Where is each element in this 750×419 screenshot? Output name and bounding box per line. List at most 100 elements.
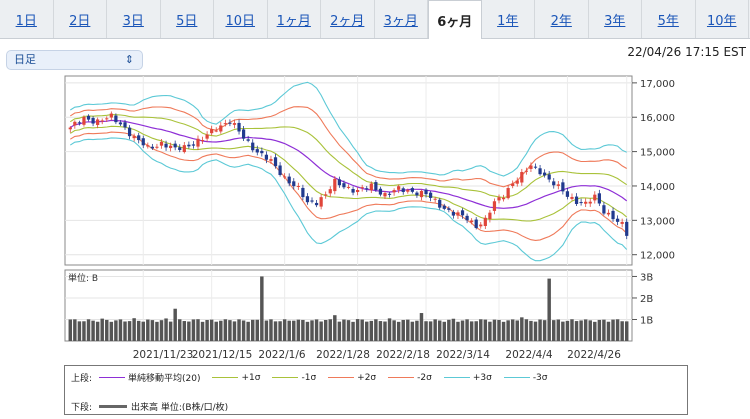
volume-bar [141, 321, 145, 341]
volume-bar [561, 321, 565, 341]
volume-bar [406, 319, 410, 341]
candle-body [406, 190, 410, 192]
candle-body [401, 188, 405, 192]
legend-item-5: +3σ [443, 371, 492, 384]
x-tick-label: 2022/2/18 [376, 349, 430, 361]
volume-bar [123, 321, 127, 341]
candle-body [565, 191, 570, 197]
tab-5[interactable]: 1ヶ月 [268, 0, 321, 38]
tab-10[interactable]: 2年 [535, 0, 589, 38]
legend-lower-label: 下段: [71, 403, 93, 413]
volume-bar [187, 321, 191, 341]
candle-body [264, 154, 269, 160]
tab-12[interactable]: 5年 [642, 0, 696, 38]
volume-bar [355, 319, 360, 341]
candle-body [470, 220, 474, 223]
volume-bar [241, 320, 246, 341]
volume-bar [82, 321, 86, 341]
volume-bar [77, 321, 82, 341]
volume-bar [533, 321, 538, 341]
candle-body [524, 170, 528, 172]
candle-body [593, 194, 597, 201]
tab-2[interactable]: 3日 [107, 0, 161, 38]
volume-bar [410, 321, 415, 341]
tab-8[interactable]: 6ヶ月 [428, 0, 482, 39]
legend-item-6: -3σ [503, 371, 548, 384]
candle-body [337, 179, 341, 186]
volume-bar [387, 318, 392, 341]
volume-bar [620, 321, 624, 341]
candle-body [182, 145, 186, 153]
tab-9[interactable]: 1年 [482, 0, 535, 38]
candle-body [319, 197, 323, 207]
tab-6[interactable]: 2ヶ月 [321, 0, 375, 38]
candle-body [501, 197, 506, 200]
legend-swatch-3 [328, 377, 355, 378]
tab-3[interactable]: 5日 [161, 0, 214, 38]
volume-bar [506, 320, 510, 341]
volume-bar [232, 321, 237, 341]
price-tick-label: 15,000 [640, 148, 675, 159]
volume-bar [479, 319, 483, 341]
volume-bar [365, 321, 369, 341]
candle-body [511, 183, 515, 186]
volume-bar [369, 320, 374, 341]
volume-bar [182, 321, 187, 341]
volume-bar [624, 321, 629, 341]
tab-0[interactable]: 1日 [0, 0, 54, 38]
candle-body [127, 127, 132, 137]
candle-body [602, 205, 606, 214]
candle-body [287, 176, 291, 184]
interval-select[interactable]: 日足 ⇕ [6, 50, 143, 70]
tab-7[interactable]: 3ヶ月 [375, 0, 428, 38]
candle-body [465, 215, 469, 221]
band-plus2-sigma [70, 106, 627, 188]
volume-bar [73, 319, 77, 341]
volume-bar [447, 319, 451, 341]
volume-bar [68, 319, 73, 341]
tab-1[interactable]: 2日 [54, 0, 107, 38]
volume-bar [378, 321, 383, 341]
price-tick-label: 14,000 [640, 182, 675, 193]
candle-body [342, 183, 346, 188]
volume-bar [164, 318, 168, 341]
candle-body [314, 202, 319, 206]
legend-swatch-1 [212, 377, 239, 378]
candle-body [615, 218, 620, 222]
legend-box: 上段: 単純移動平均(20) +1σ -1σ +2σ -2σ +3σ -3σ 下段: 出来高… [64, 365, 688, 415]
legend-label-6: -3σ [532, 372, 548, 383]
candle-body [533, 166, 538, 168]
volume-bar [214, 321, 218, 341]
candle-body [365, 188, 369, 190]
candle-body [251, 142, 255, 151]
candle-body [397, 186, 401, 190]
volume-bar [260, 276, 264, 341]
legend-label-1: +1σ [241, 372, 261, 383]
candle-body [292, 181, 296, 187]
volume-bar [178, 319, 182, 341]
legend-item-3: +2σ [328, 371, 376, 384]
candle-body [529, 165, 533, 169]
volume-bar [223, 319, 228, 341]
candle-body [460, 210, 465, 216]
band-plus1-sigma [70, 114, 628, 199]
tab-13[interactable]: 10年 [696, 0, 749, 38]
candle-body [333, 178, 337, 192]
volume-bar [146, 319, 150, 341]
candle-body [296, 185, 300, 187]
volume-bar [191, 319, 196, 341]
price-tick-label: 16,000 [640, 113, 675, 124]
volume-bar [323, 320, 328, 341]
volume-bar [579, 320, 583, 341]
tab-4[interactable]: 10日 [214, 0, 268, 38]
volume-bar [565, 320, 570, 341]
tab-11[interactable]: 3年 [589, 0, 642, 38]
volume-bar [250, 319, 255, 341]
volume-bar [237, 319, 241, 341]
candle-body [520, 172, 524, 183]
candle-body [241, 129, 246, 139]
x-tick-label: 2022/1/6 [258, 349, 305, 361]
volume-bar [255, 319, 260, 341]
legend-item-4: -2σ [388, 371, 432, 384]
volume-bar [205, 319, 209, 341]
